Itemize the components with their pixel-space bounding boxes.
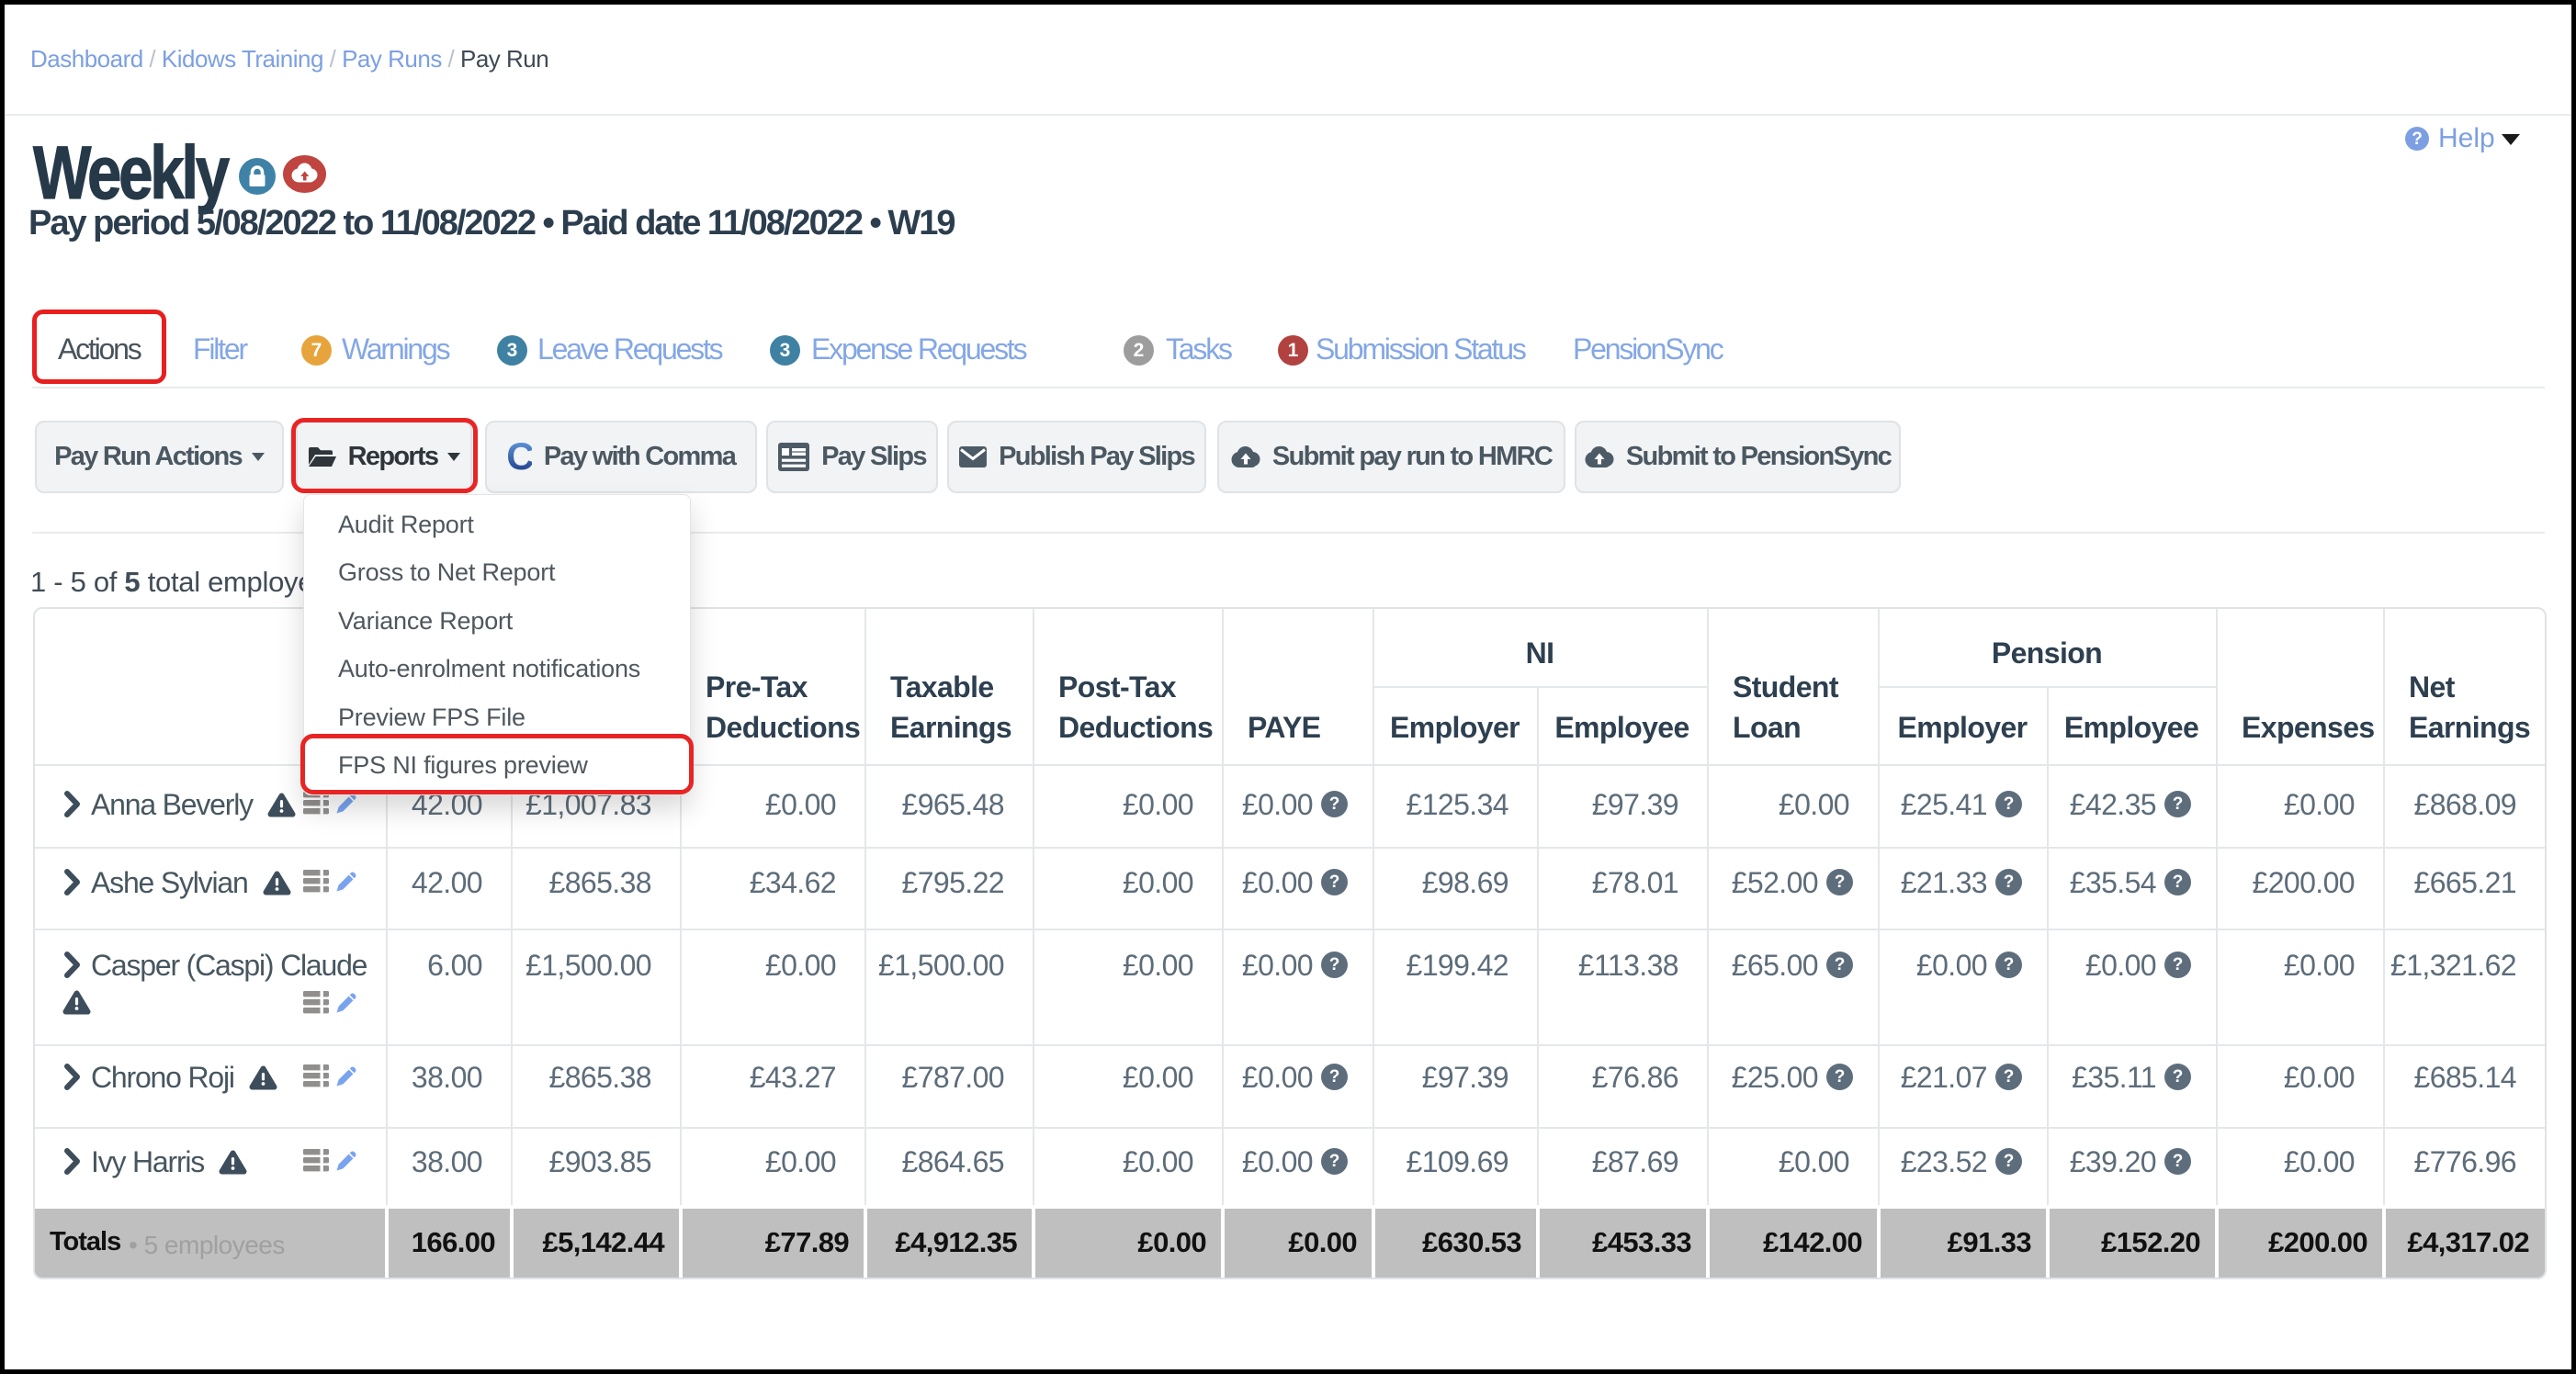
svg-text:C: C	[507, 441, 532, 473]
